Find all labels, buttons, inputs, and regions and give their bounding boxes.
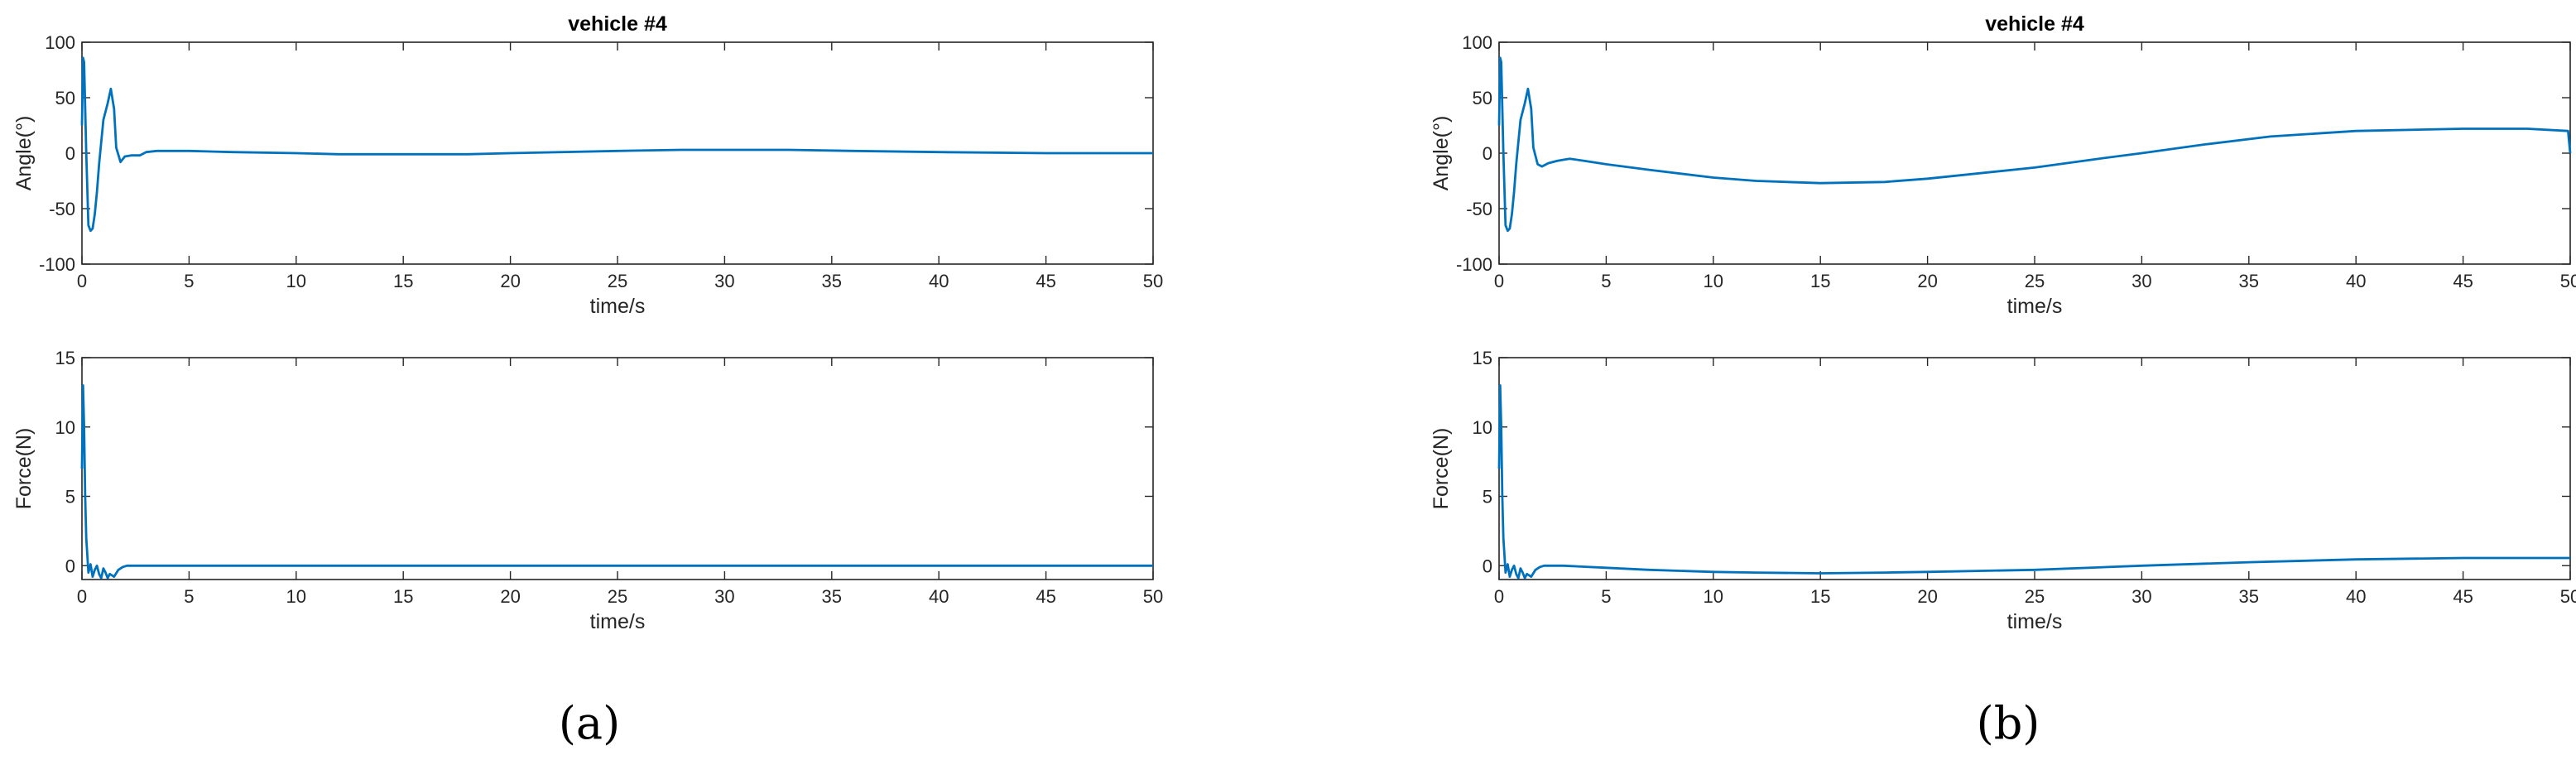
x-tick-label: 40: [929, 586, 949, 607]
x-tick-label: 0: [77, 586, 87, 607]
x-tick-label: 50: [1143, 271, 1163, 291]
x-tick-label: 25: [2025, 586, 2045, 607]
x-tick-label: 10: [286, 271, 306, 291]
plot-panel-b-force: 0 5 10 15 20 25 30 35 40 45 50 0 5 10 15 time/s Force(N): [1430, 348, 2576, 633]
y-tick-label: 0: [65, 556, 75, 576]
x-tick-label: 50: [2560, 586, 2576, 607]
x-tick-label: 50: [2560, 271, 2576, 291]
y-axis-label: Force(N): [12, 428, 36, 510]
plot-frame: [81, 357, 1154, 580]
y-axis-label: Force(N): [1430, 428, 1453, 510]
y-tick-label: 5: [1483, 487, 1492, 507]
x-axis-label: time/s: [590, 610, 646, 633]
x-tick-label: 5: [1601, 586, 1611, 607]
series-line-0: [80, 56, 1153, 233]
x-tick-label: 35: [2239, 586, 2259, 607]
x-tick-label: 35: [822, 586, 842, 607]
x-tick-label: 45: [2453, 586, 2473, 607]
y-axis-label: Angle(°): [12, 116, 36, 191]
y-tick-label: 100: [1462, 32, 1492, 53]
plot-panel-a-force: 0 5 10 15 20 25 30 35 40 45 50 0 5 10 15 time/s Force(N): [12, 348, 1163, 633]
x-tick-label: 5: [1601, 271, 1611, 291]
y-tick-label: 50: [1473, 88, 1492, 108]
x-tick-label: 30: [2131, 586, 2151, 607]
y-tick-label: 15: [55, 348, 75, 368]
x-tick-label: 20: [500, 271, 520, 291]
y-tick-label: -100: [39, 254, 75, 275]
x-tick-label: 25: [608, 271, 627, 291]
x-tick-label: 40: [2346, 271, 2366, 291]
x-tick-label: 25: [2025, 271, 2045, 291]
y-tick-label: -100: [1456, 254, 1492, 275]
caption-a: (a): [559, 697, 620, 749]
x-tick-label: 0: [1494, 586, 1504, 607]
x-tick-label: 5: [184, 271, 194, 291]
x-tick-label: 30: [714, 271, 734, 291]
y-tick-label: 50: [55, 88, 75, 108]
x-tick-label: 45: [1036, 271, 1055, 291]
x-tick-label: 10: [286, 586, 306, 607]
x-tick-label: 20: [1917, 586, 1937, 607]
x-axis-label: time/s: [590, 295, 646, 318]
x-tick-label: 15: [1810, 271, 1830, 291]
x-axis-label: time/s: [2007, 610, 2063, 633]
y-tick-label: 0: [1483, 143, 1492, 164]
x-tick-label: 50: [1143, 586, 1163, 607]
y-tick-label: 0: [65, 143, 75, 164]
series-line-0: [80, 384, 1153, 580]
x-tick-label: 15: [393, 271, 413, 291]
x-tick-label: 45: [1036, 586, 1055, 607]
x-tick-label: 35: [2239, 271, 2259, 291]
plot-frame: [1498, 357, 2571, 580]
caption-b: (b): [1977, 697, 2040, 749]
plot-title: vehicle #4: [1985, 12, 2084, 36]
plot-title: vehicle #4: [568, 12, 667, 36]
x-tick-label: 10: [1704, 586, 1723, 607]
x-tick-label: 15: [393, 586, 413, 607]
x-tick-label: 45: [2453, 271, 2473, 291]
x-tick-label: 0: [77, 271, 87, 291]
x-axis-label: time/s: [2007, 295, 2063, 318]
plot-panel-b-angle: 0 5 10 15 20 25 30 35 40 45 50 -100 -50 0 50 100 time/s A…: [1430, 12, 2576, 318]
plot-frame: [1498, 41, 2571, 265]
y-tick-label: 5: [65, 487, 75, 507]
plot-panel-a-angle: 0 5 10 15 20 25 30 35 40 45 50 -100 -50 0 50 100 time/s A…: [12, 12, 1163, 318]
x-tick-label: 15: [1810, 586, 1830, 607]
x-tick-label: 30: [2131, 271, 2151, 291]
x-tick-label: 40: [2346, 586, 2366, 607]
series-line-0: [1497, 56, 2572, 233]
x-tick-label: 20: [500, 586, 520, 607]
x-tick-label: 20: [1917, 271, 1937, 291]
y-tick-label: 10: [1473, 417, 1492, 438]
y-tick-label: -50: [49, 199, 75, 219]
y-tick-label: 0: [1483, 556, 1492, 576]
x-tick-label: 35: [822, 271, 842, 291]
y-axis-label: Angle(°): [1430, 116, 1453, 191]
series-line-0: [1497, 384, 2570, 580]
y-tick-label: 100: [45, 32, 75, 53]
x-tick-label: 30: [714, 586, 734, 607]
y-tick-label: -50: [1466, 199, 1492, 219]
x-tick-label: 5: [184, 586, 194, 607]
plots-layer: 0 5 10 15 20 25 30 35 40 45 50-100-50050100time/sA…: [12, 12, 2576, 633]
y-tick-label: 15: [1473, 348, 1492, 368]
x-tick-label: 40: [929, 271, 949, 291]
x-tick-label: 10: [1704, 271, 1723, 291]
x-tick-label: 0: [1494, 271, 1504, 291]
y-tick-label: 10: [55, 417, 75, 438]
x-tick-label: 25: [608, 586, 627, 607]
